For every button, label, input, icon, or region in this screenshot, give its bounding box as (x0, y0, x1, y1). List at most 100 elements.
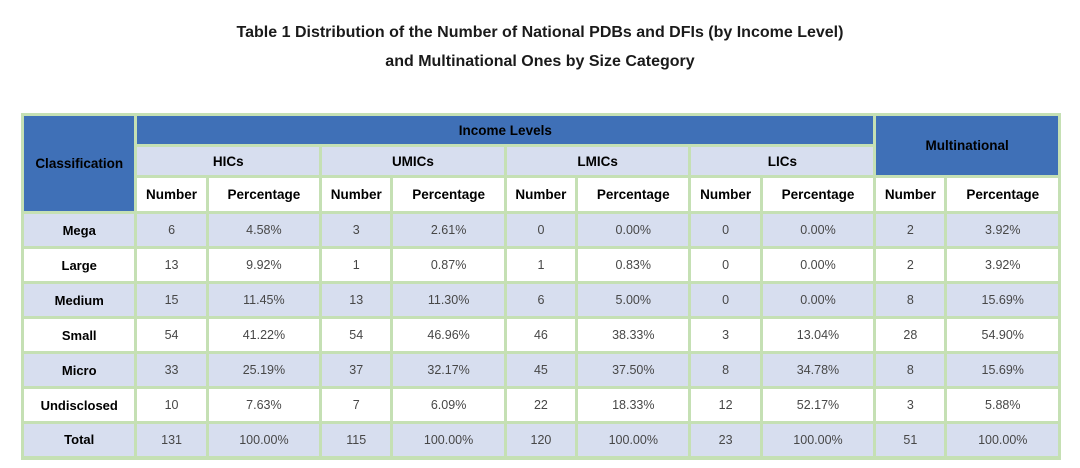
table-cell: 15.69% (944, 351, 1061, 389)
table-cell: 13 (319, 281, 394, 319)
table-cell: 0.00% (759, 246, 877, 284)
table-cell: 51 (873, 421, 948, 459)
table-cell: 18.33% (575, 386, 692, 424)
table-cell: 131 (134, 421, 209, 459)
table-caption-line1: Table 1 Distribution of the Number of Na… (236, 24, 844, 41)
table-cell: 3.92% (944, 211, 1061, 249)
table-cell: 100.00% (390, 421, 507, 459)
header-row-subcolumns: Number Percentage Number Percentage Numb… (23, 175, 1061, 214)
table-cell: 8 (873, 351, 948, 389)
table-cell: 5.88% (944, 386, 1061, 424)
table-cell: 2 (873, 246, 948, 284)
table-cell: 6.09% (390, 386, 507, 424)
table-cell: 4.58% (205, 211, 323, 249)
row-label: Undisclosed (20, 386, 138, 424)
multinational-header-cell: Multinational (873, 113, 1061, 178)
subheader-percentage: Percentage (575, 175, 692, 214)
classification-header-cell: Classification (20, 113, 138, 214)
row-label: Large (20, 246, 138, 284)
table-cell: 32.17% (390, 351, 507, 389)
subheader-number: Number (503, 175, 579, 214)
group-header-lics: LICs (688, 144, 877, 178)
table-cell: 46.96% (390, 316, 507, 354)
table-cell: 37.50% (575, 351, 692, 389)
table-cell: 12 (688, 386, 763, 424)
table-cell: 0.83% (575, 246, 692, 284)
row-label: Small (20, 316, 138, 354)
table-cell: 6 (134, 211, 209, 249)
table-cell: 1 (319, 246, 394, 284)
table-cell: 13 (134, 246, 209, 284)
header-row-groups: HICs UMICs LMICs LICs (23, 144, 1060, 178)
table-cell: 52.17% (759, 386, 877, 424)
table-cell: 38.33% (575, 316, 692, 354)
group-header-hics: HICs (134, 144, 323, 178)
table-cell: 13.04% (759, 316, 877, 354)
table-cell: 2.61% (390, 211, 507, 249)
subheader-number: Number (319, 175, 394, 214)
table-cell: 3 (873, 386, 948, 424)
table-cell: 3 (688, 316, 763, 354)
subheader-percentage: Percentage (205, 175, 323, 214)
table-caption-line2: and Multinational Ones by Size Category (385, 53, 695, 70)
table-row: Undisclosed 10 7.63% 7 6.09% 22 18.33% 12 52.17%… (20, 386, 1061, 424)
table-cell: 100.00% (205, 421, 323, 459)
table-cell: 0 (688, 211, 763, 249)
group-header-umics: UMICs (319, 144, 507, 178)
distribution-table: Classification Income Levels Multination… (20, 113, 1061, 460)
subheader-number: Number (134, 175, 209, 214)
table-row: Micro 33 25.19% 37 32.17% 45 37.50% 8 34.78% 8 15.… (20, 351, 1061, 389)
table-cell: 10 (134, 386, 209, 424)
table-cell: 54 (319, 316, 394, 354)
table-body: Mega 6 4.58% 3 2.61% 0 0.00% 0 0.00% 2 3.92% Large 1… (20, 211, 1061, 459)
table-cell: 120 (503, 421, 579, 459)
row-label: Medium (20, 281, 138, 319)
table-cell: 45 (503, 351, 579, 389)
table-cell: 3.92% (944, 246, 1061, 284)
table-cell: 100.00% (944, 421, 1061, 459)
table-cell: 1 (503, 246, 579, 284)
table-cell: 3 (319, 211, 394, 249)
table-cell: 11.45% (205, 281, 323, 319)
table-row: Small 54 41.22% 54 46.96% 46 38.33% 3 13.04% 28 54… (20, 316, 1061, 354)
table-cell: 54 (134, 316, 209, 354)
subheader-number: Number (873, 175, 948, 214)
group-header-lmics: LMICs (503, 144, 692, 178)
table-cell: 25.19% (205, 351, 323, 389)
table-cell: 8 (688, 351, 763, 389)
row-label: Total (20, 421, 138, 459)
table-row: Large 13 9.92% 1 0.87% 1 0.83% 0 0.00% 2 3.92% (20, 246, 1061, 284)
table-cell: 0 (503, 211, 579, 249)
table-cell: 46 (503, 316, 579, 354)
row-label: Micro (20, 351, 138, 389)
subheader-number: Number (688, 175, 763, 214)
table-cell: 2 (873, 211, 948, 249)
table-cell: 34.78% (759, 351, 877, 389)
table-cell: 41.22% (205, 316, 323, 354)
table-cell: 100.00% (575, 421, 692, 459)
table-cell: 22 (503, 386, 579, 424)
table-caption: Table 1 Distribution of the Number of Na… (0, 18, 1080, 76)
income-levels-header-cell: Income Levels (134, 113, 877, 147)
table-cell: 5.00% (575, 281, 692, 319)
table-cell: 6 (503, 281, 579, 319)
table-cell: 115 (319, 421, 394, 459)
table-cell: 0.00% (575, 211, 692, 249)
table-cell: 0 (688, 281, 763, 319)
table-row: Medium 15 11.45% 13 11.30% 6 5.00% 0 0.00% 8 15.69… (20, 281, 1061, 319)
row-label: Mega (20, 211, 138, 249)
table-cell: 7 (319, 386, 394, 424)
header-row-top: Classification Income Levels Multination… (20, 113, 1061, 214)
table-cell: 23 (688, 421, 763, 459)
table-cell: 11.30% (390, 281, 507, 319)
table-row: Mega 6 4.58% 3 2.61% 0 0.00% 0 0.00% 2 3.92% (20, 211, 1061, 249)
subheader-percentage: Percentage (759, 175, 877, 214)
table-cell: 28 (873, 316, 948, 354)
table-cell: 0 (688, 246, 763, 284)
table-cell: 15.69% (944, 281, 1061, 319)
table-row: Total 131 100.00% 115 100.00% 120 100.00% 23 100… (20, 421, 1061, 459)
table-cell: 8 (873, 281, 948, 319)
table-cell: 100.00% (759, 421, 877, 459)
table-cell: 0.00% (759, 281, 877, 319)
